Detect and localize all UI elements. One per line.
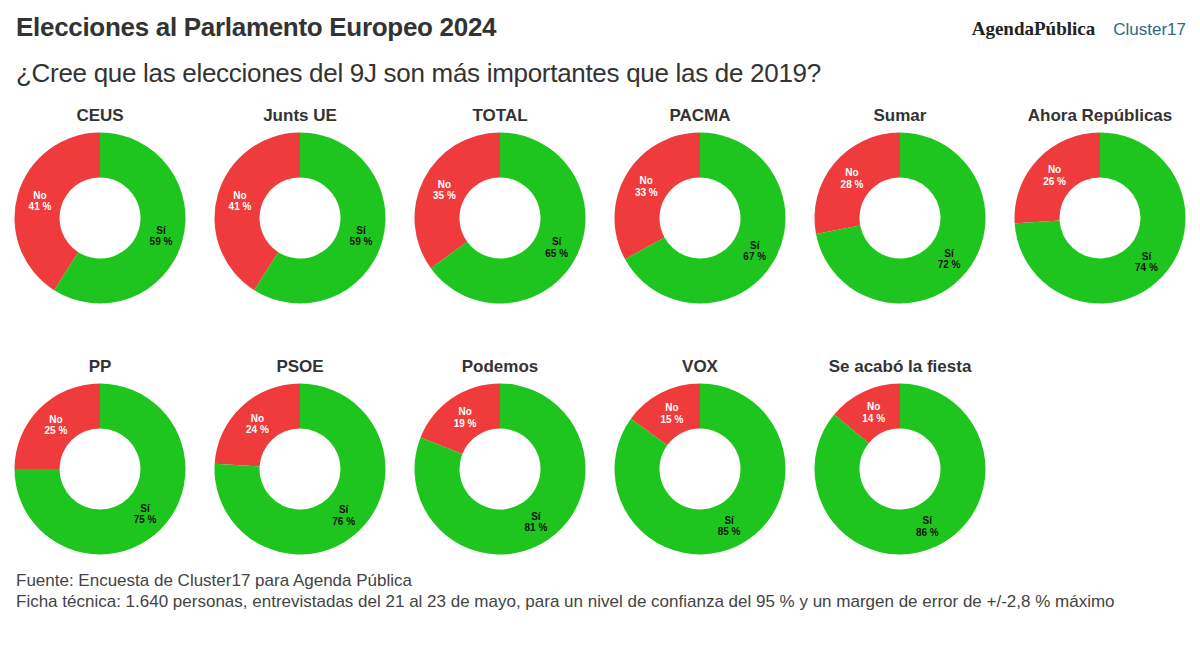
html-text:PACMA: PACMA [669, 106, 731, 125]
svg-text:Sí72 %: Sí72 % [938, 248, 961, 271]
svg-text:Sí85 %: Sí85 % [718, 515, 741, 538]
svg-text:No14 %: No14 % [862, 401, 885, 424]
html-text:Elecciones al Parlamento Europ: Elecciones al Parlamento Europeo 2024 [16, 12, 497, 42]
svg-text:No28 %: No28 % [841, 167, 864, 190]
svg-text:No25 %: No25 % [45, 414, 68, 437]
html-text:¿Cree que las elecciones del 9: ¿Cree que las elecciones del 9J son más … [16, 58, 821, 88]
html-text:Podemos: Podemos [461, 357, 539, 376]
html-text:VOX: VOX [682, 357, 718, 376]
html-text:Ficha técnica: 1.640 personas,: Ficha técnica: 1.640 personas, entrevist… [16, 592, 1115, 611]
svg-text:Sí65 %: Sí65 % [545, 236, 568, 259]
svg-text:No26 %: No26 % [1043, 164, 1066, 187]
html-text:Fuente: Encuesta de Cluster17: Fuente: Encuesta de Cluster17 para Agend… [16, 571, 412, 590]
svg-text:No33 %: No33 % [635, 175, 658, 198]
html-text:Cluster17: Cluster17 [1113, 20, 1186, 39]
svg-text:Sí59 %: Sí59 % [350, 225, 373, 248]
html-text:PSOE: PSOE [276, 357, 324, 376]
svg-text:Sí81 %: Sí81 % [525, 511, 548, 534]
html-text:Ahora Repúblicas: Ahora Repúblicas [1027, 106, 1173, 125]
html-text:TOTAL: TOTAL [472, 106, 528, 125]
svg-text:Sí75 %: Sí75 % [134, 503, 157, 526]
html-text:Se acabó la fiesta: Se acabó la fiesta [828, 357, 972, 376]
svg-text:Sí86 %: Sí86 % [916, 515, 939, 538]
html-text:AgendaPública: AgendaPública [971, 18, 1096, 39]
svg-text:No41 %: No41 % [229, 190, 252, 213]
svg-text:Sí59 %: Sí59 % [150, 225, 173, 248]
svg-text:No24 %: No24 % [246, 413, 269, 436]
svg-text:Sí67 %: Sí67 % [743, 239, 766, 262]
svg-text:Sí76 %: Sí76 % [332, 504, 355, 526]
svg-text:Sí74 %: Sí74 % [1135, 251, 1158, 274]
svg-text:No19 %: No19 % [454, 406, 477, 429]
svg-text:No15 %: No15 % [661, 402, 684, 425]
html-text:PP: PP [88, 357, 112, 376]
html-text:CEUS: CEUS [76, 106, 124, 125]
svg-text:No35 %: No35 % [433, 179, 456, 202]
svg-text:No41 %: No41 % [29, 190, 52, 213]
html-text:Sumar: Sumar [873, 106, 927, 125]
html-text:Junts UE: Junts UE [263, 106, 337, 125]
